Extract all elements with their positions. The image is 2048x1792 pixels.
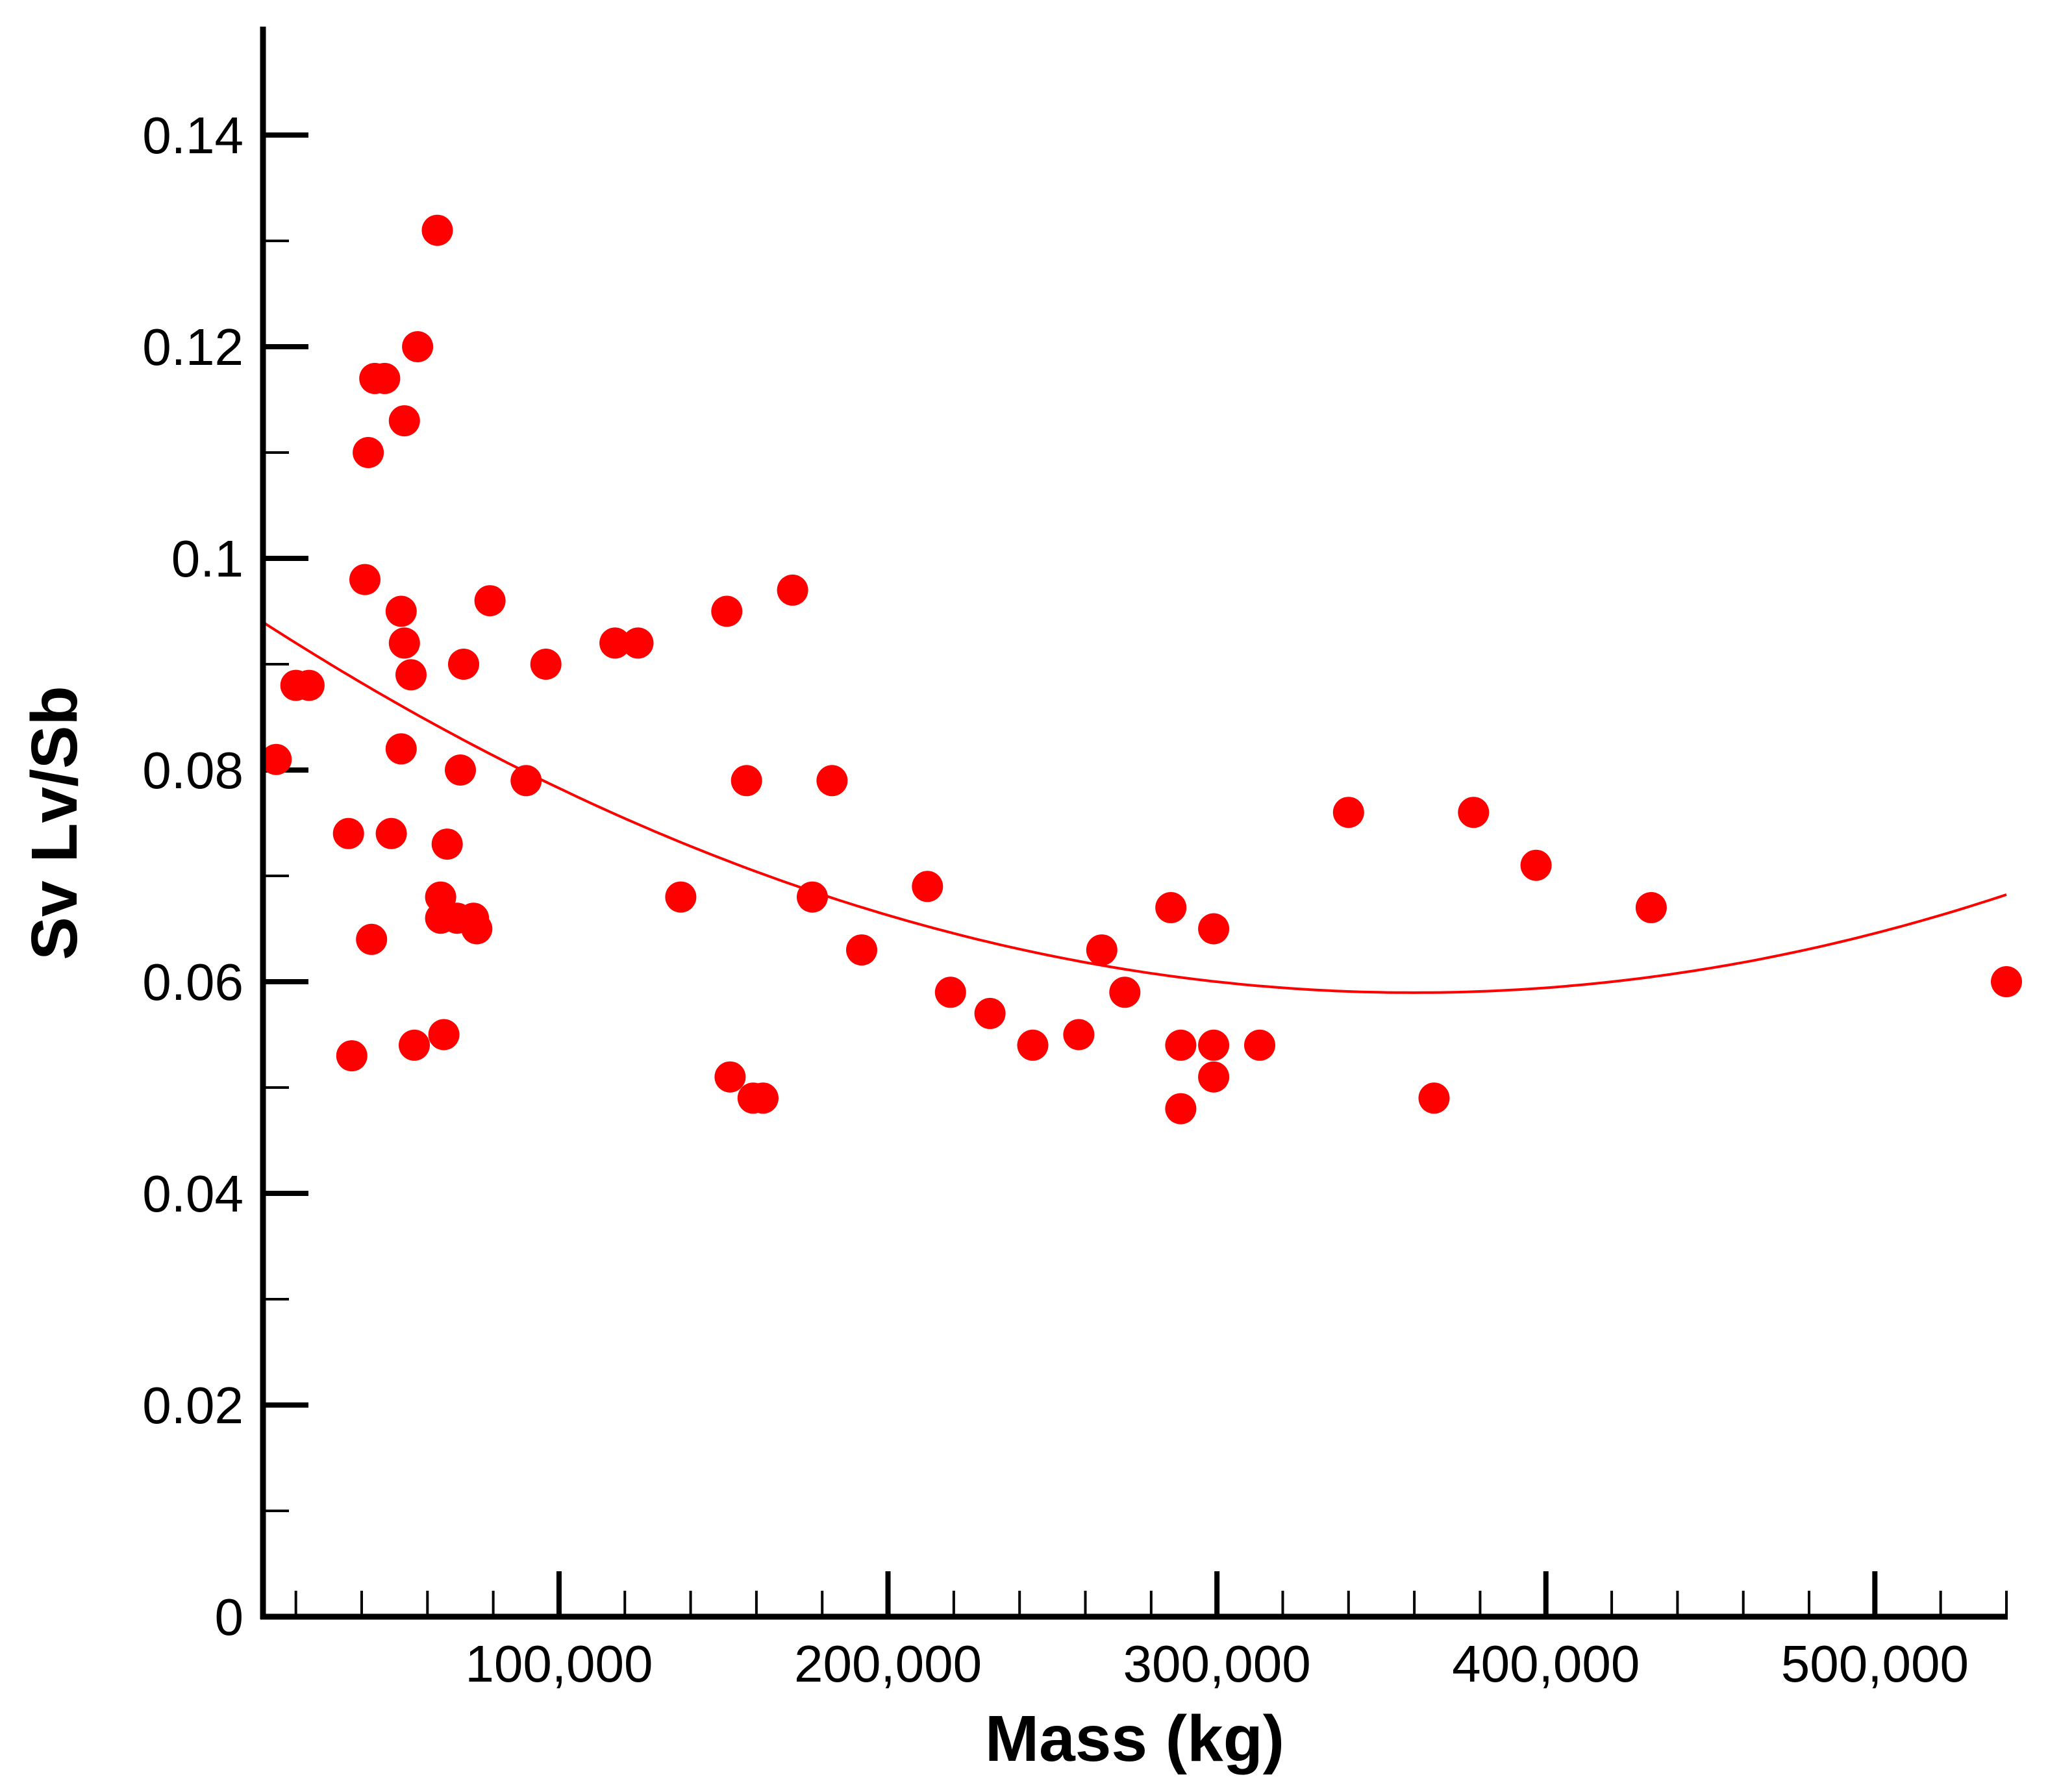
data-point [1086,934,1118,966]
data-point [747,1082,779,1114]
tick-labels: 0 0.02 0.04 0.06 0.08 0.1 0.12 0.14 100,000 200,0… [142,106,1969,1693]
x-axis-title: Mass (kg) [985,1702,1284,1775]
data-point [461,913,493,945]
y-tick-label: 0.1 [171,530,244,588]
data-point [1063,1019,1095,1051]
data-point [388,405,420,437]
data-point [665,881,697,913]
data-point [711,595,743,627]
x-tick-label: 200,000 [794,1635,982,1693]
data-point [1332,797,1364,828]
data-point [293,669,325,701]
data-point [1635,891,1667,923]
data-point [1198,913,1230,945]
data-point [388,627,420,659]
data-point [428,1019,460,1051]
data-point [385,595,417,627]
data-point [797,881,828,913]
data-point [1198,1061,1230,1093]
data-point [510,765,542,797]
data-point [375,817,407,849]
data-point [934,977,966,1008]
data-point [399,1029,430,1061]
data-point [731,765,762,797]
data-point [912,871,943,902]
data-point [1155,891,1187,923]
data-point [530,649,562,680]
data-point [1165,1029,1197,1061]
data-point [1198,1029,1230,1061]
x-tick-label: 300,000 [1123,1635,1311,1693]
data-point [260,743,292,775]
y-tick-label: 0.02 [142,1376,244,1434]
data-point [1418,1082,1450,1114]
x-tick-label: 100,000 [465,1635,653,1693]
data-point [1244,1029,1275,1061]
data-point [622,627,654,659]
data-point [1458,797,1490,828]
data-point [816,765,848,797]
data-points [260,214,2022,1125]
data-point [369,362,401,394]
data-point [1991,966,2022,997]
x-tick-label: 400,000 [1452,1635,1640,1693]
y-tick-label: 0.04 [142,1165,244,1223]
data-point [974,997,1006,1029]
y-tick-label: 0.12 [142,318,244,376]
data-point [846,934,877,966]
data-point [431,828,463,860]
y-axis-title: Sv Lv/Sb [18,686,91,960]
y-tick-label: 0.14 [142,106,244,164]
trend-line [262,621,2007,994]
data-point [349,564,381,595]
data-point [777,574,808,606]
data-point [395,659,427,691]
y-tick-label: 0 [215,1588,244,1646]
x-tick-label: 500,000 [1781,1635,1969,1693]
data-point [1109,977,1141,1008]
data-point [402,331,434,362]
data-point [599,627,631,659]
data-point [353,437,384,468]
y-tick-label: 0.08 [142,741,244,799]
y-tick-label: 0.06 [142,953,244,1011]
data-point [714,1061,746,1093]
data-point [336,1040,368,1072]
data-point [385,733,417,765]
data-point [421,214,453,246]
data-point [356,923,388,955]
data-point [474,585,506,617]
axis-ticks [263,132,2008,1619]
data-point [332,817,364,849]
data-point [448,649,479,680]
data-point [1520,849,1552,881]
data-point [445,754,476,786]
data-point [1017,1029,1049,1061]
data-point [1165,1093,1197,1125]
